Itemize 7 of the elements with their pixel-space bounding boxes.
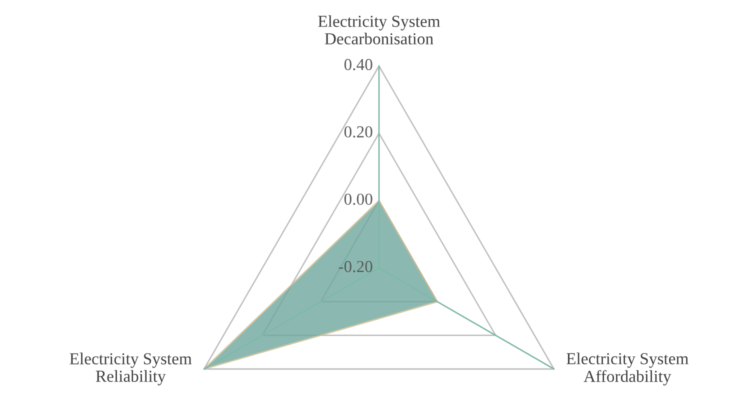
y-tick-label: 0.40 <box>344 58 372 70</box>
spoke-label: Electricity System Decarbonisation <box>318 15 440 44</box>
y-tick-label: 0.20 <box>344 126 372 138</box>
spoke-label: Electricity System Affordability <box>566 352 688 386</box>
spoke-label: Electricity System Reliability <box>70 352 192 386</box>
y-tick-label: -0.20 <box>338 260 372 272</box>
y-tick-label: 0.00 <box>344 194 372 205</box>
